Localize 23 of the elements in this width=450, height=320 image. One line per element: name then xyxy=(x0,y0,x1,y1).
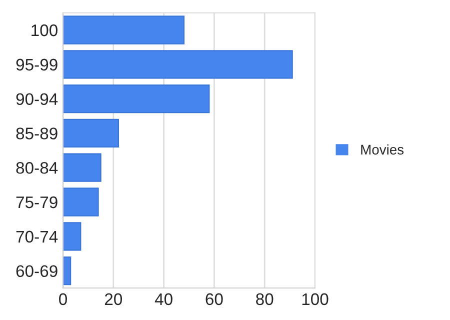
x-tick-label: 20 xyxy=(104,293,122,306)
x-tick-label: 40 xyxy=(154,293,172,306)
x-tick-label: 0 xyxy=(59,293,67,306)
y-tick-label: 70-74 xyxy=(16,230,58,243)
y-tick-label: 75-79 xyxy=(16,196,58,208)
x-tick-label: 100 xyxy=(302,293,328,306)
bar xyxy=(63,16,185,44)
legend-label: Movies xyxy=(361,144,404,155)
x-tick-label: 80 xyxy=(256,293,274,306)
y-tick-label: 60-69 xyxy=(16,265,58,278)
bar xyxy=(63,84,210,114)
bar xyxy=(63,118,119,148)
y-tick-label: 85-89 xyxy=(16,128,58,140)
x-tick-label: 60 xyxy=(206,293,223,306)
bar xyxy=(63,50,293,79)
y-tick-label: 95-99 xyxy=(16,58,58,71)
bar xyxy=(63,188,99,216)
bar xyxy=(63,256,72,286)
y-tick-label: 80-84 xyxy=(16,162,58,174)
y-tick-label: 90-94 xyxy=(16,93,58,106)
bar xyxy=(63,222,82,251)
bar xyxy=(63,153,102,182)
y-tick-label: 100 xyxy=(32,24,58,36)
